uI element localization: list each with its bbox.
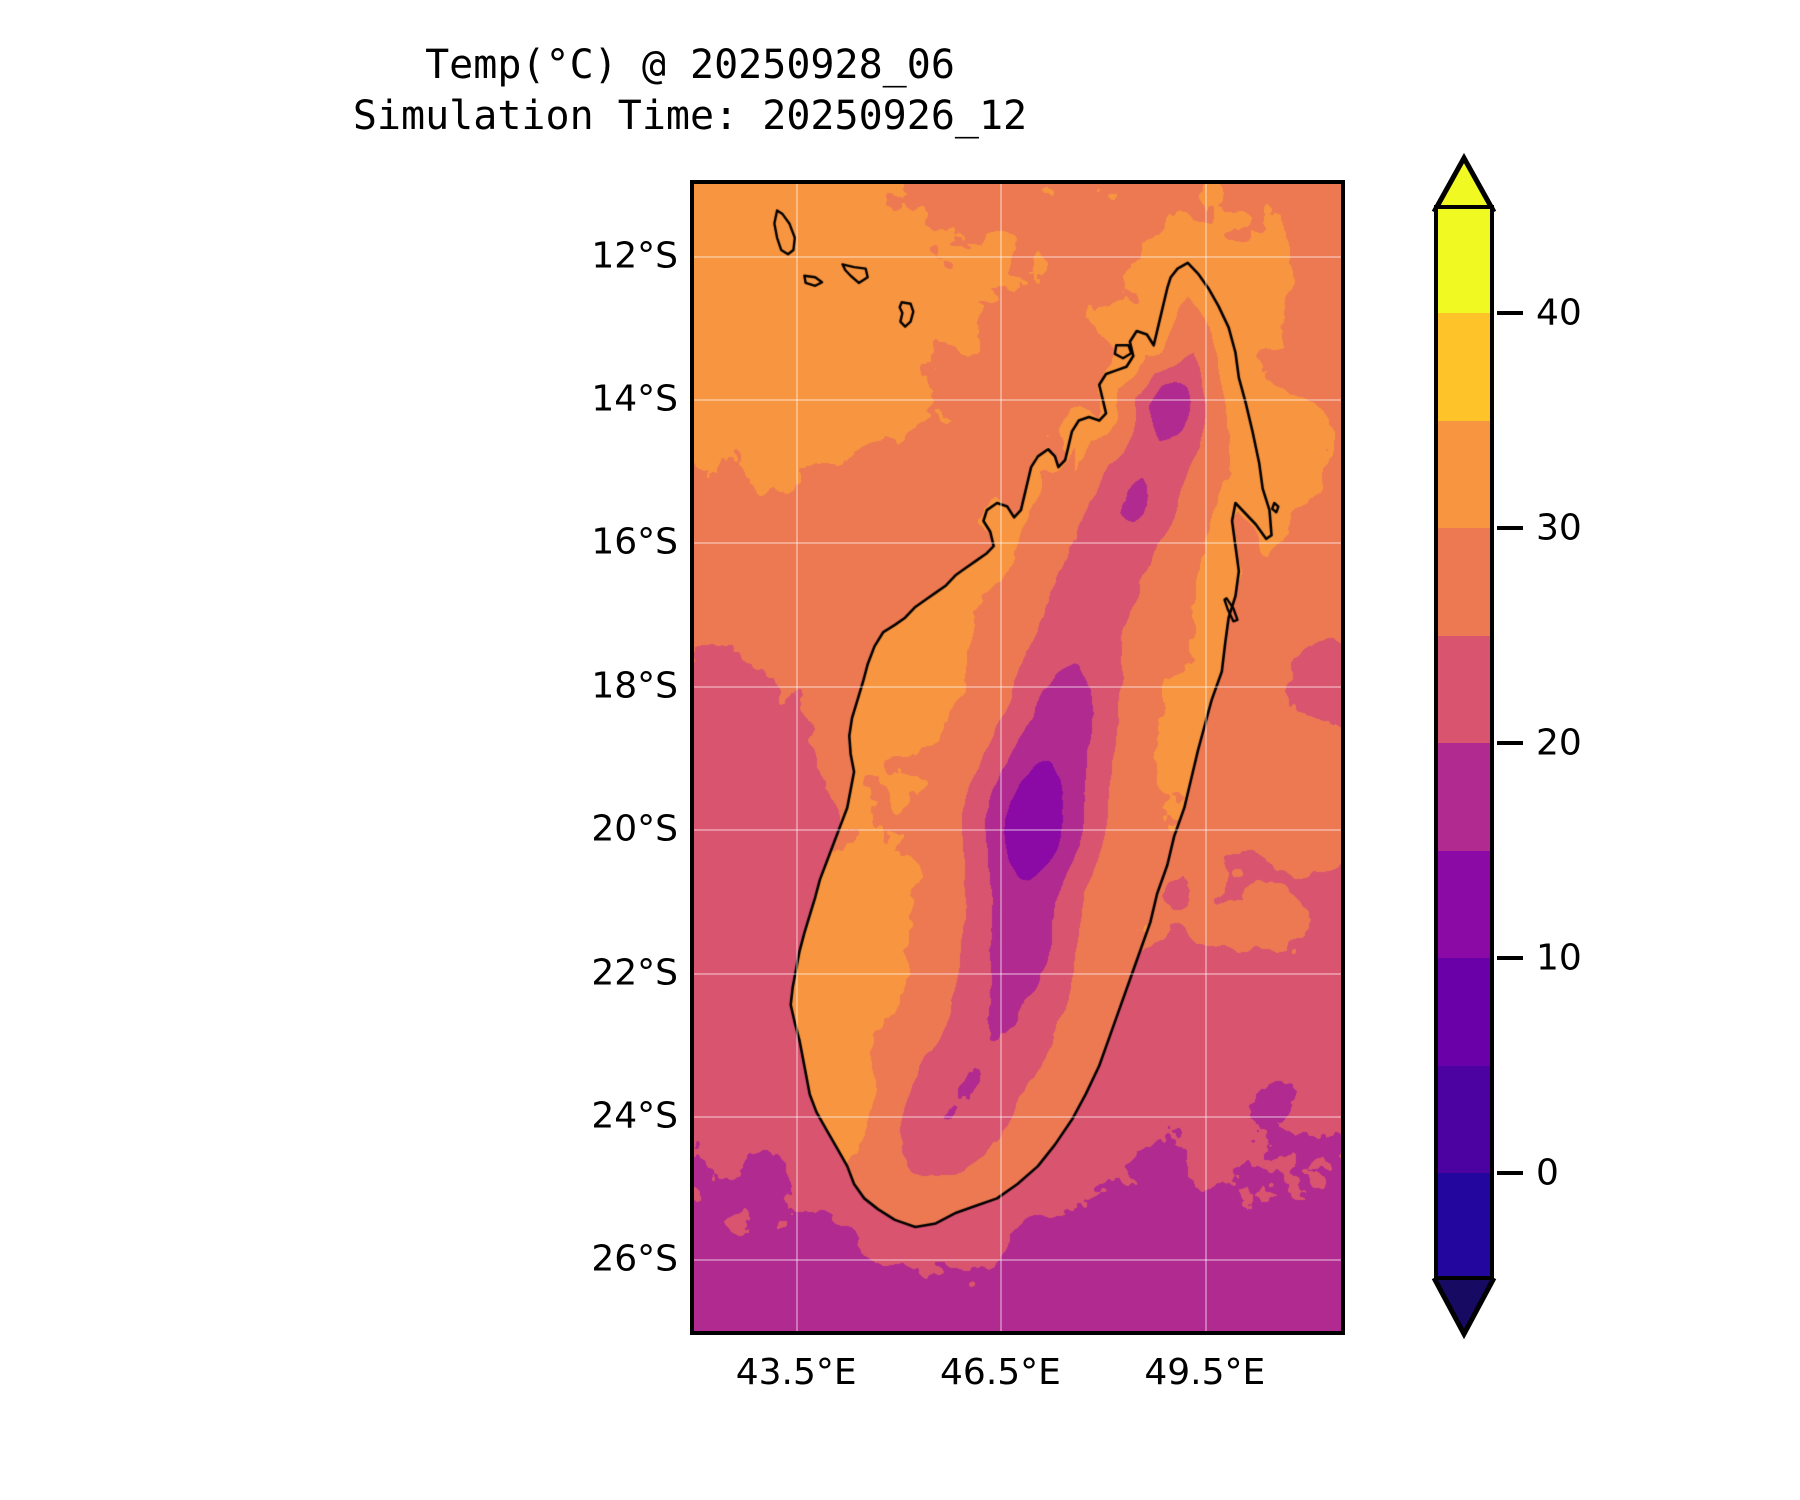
colorbar-top-arrow-outline — [1431, 152, 1497, 214]
colorbar-tick-line-20 — [1497, 740, 1523, 745]
colorbar-tick-label-0: 0 — [1536, 1152, 1559, 1193]
x-tick-46.5°E: 46.5°E — [940, 1352, 1061, 1393]
y-tick-18°S: 18°S — [591, 665, 678, 707]
colorbar-tick-label-20: 20 — [1536, 722, 1582, 763]
colorbar-band-15-20 — [1434, 742, 1494, 851]
colorbar-tick-label-10: 10 — [1536, 937, 1582, 978]
colorbar-bottom-arrow-outline — [1431, 1276, 1497, 1340]
colorbar-band-20-25 — [1434, 635, 1494, 744]
temperature-field — [694, 184, 1341, 1331]
y-tick-26°S: 26°S — [591, 1238, 678, 1280]
colorbar-under-arrow — [1434, 1280, 1494, 1333]
figure-title: Temp(°C) @ 20250928_06 Simulation Time: … — [0, 40, 1380, 142]
colorbar-band-25-30 — [1434, 527, 1494, 636]
colorbar-tick-line-40 — [1497, 310, 1523, 315]
x-tick-49.5°E: 49.5°E — [1144, 1352, 1266, 1393]
colorbar-band-30-35 — [1434, 420, 1494, 529]
y-tick-12°S: 12°S — [591, 235, 678, 277]
colorbar-band-10-15 — [1434, 850, 1494, 959]
title-line-2: Simulation Time: 20250926_12 — [352, 93, 1028, 140]
y-tick-22°S: 22°S — [591, 952, 678, 994]
temperature-contour-canvas — [694, 184, 1341, 1331]
title-line-1: Temp(°C) @ 20250928_06 — [425, 42, 955, 88]
colorbar-tick-label-40: 40 — [1536, 292, 1582, 333]
map-plot-area[interactable] — [690, 180, 1345, 1335]
colorbar-tick-label-30: 30 — [1536, 507, 1582, 548]
colorbar-band--5-0 — [1434, 1172, 1494, 1281]
x-tick-43.5°E: 43.5°E — [735, 1352, 857, 1393]
y-tick-16°S: 16°S — [591, 521, 678, 563]
colorbar-gradient[interactable] — [1434, 205, 1494, 1281]
colorbar-band-35-40 — [1434, 312, 1494, 421]
colorbar-tick-line-30 — [1497, 525, 1523, 530]
colorbar-tick-line-0 — [1497, 1170, 1523, 1175]
y-tick-20°S: 20°S — [591, 808, 678, 850]
colorbar-tick-line-10 — [1497, 955, 1523, 960]
y-tick-14°S: 14°S — [591, 378, 678, 420]
colorbar-band-0-5 — [1434, 1065, 1494, 1174]
y-tick-24°S: 24°S — [591, 1095, 678, 1137]
colorbar-band-5-10 — [1434, 957, 1494, 1066]
colorbar-band-40-45 — [1434, 205, 1494, 314]
